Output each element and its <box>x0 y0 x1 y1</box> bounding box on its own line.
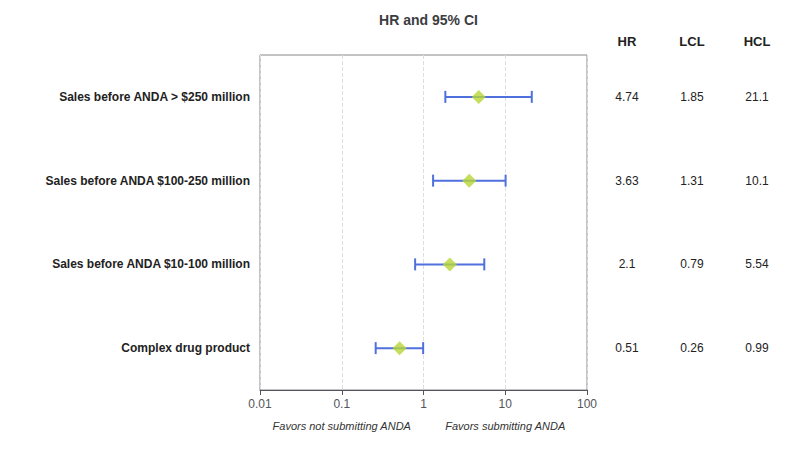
svg-text:LCL: LCL <box>679 34 704 49</box>
svg-text:3.63: 3.63 <box>615 174 639 188</box>
svg-text:1: 1 <box>420 397 427 411</box>
svg-text:Sales before ANDA > $250 milli: Sales before ANDA > $250 million <box>59 90 250 104</box>
svg-text:Sales before ANDA $100-250 mil: Sales before ANDA $100-250 million <box>45 174 250 188</box>
svg-text:Favors submitting ANDA: Favors submitting ANDA <box>445 420 565 432</box>
svg-text:Favors not submitting ANDA: Favors not submitting ANDA <box>273 420 411 432</box>
svg-text:0.01: 0.01 <box>248 397 272 411</box>
svg-text:0.1: 0.1 <box>333 397 350 411</box>
svg-text:Sales before ANDA $10-100 mill: Sales before ANDA $10-100 million <box>52 257 250 271</box>
svg-text:4.74: 4.74 <box>615 90 639 104</box>
svg-text:2.1: 2.1 <box>619 257 636 271</box>
svg-text:HCL: HCL <box>744 34 771 49</box>
svg-text:Complex drug product: Complex drug product <box>121 341 250 355</box>
svg-text:21.1: 21.1 <box>745 90 769 104</box>
svg-text:100: 100 <box>577 397 597 411</box>
svg-text:5.54: 5.54 <box>745 257 769 271</box>
svg-text:10.1: 10.1 <box>745 174 769 188</box>
svg-text:0.79: 0.79 <box>680 257 704 271</box>
svg-text:0.99: 0.99 <box>745 341 769 355</box>
svg-text:10: 10 <box>499 397 513 411</box>
svg-text:1.31: 1.31 <box>680 174 704 188</box>
svg-text:0.26: 0.26 <box>680 341 704 355</box>
svg-text:0.51: 0.51 <box>615 341 639 355</box>
svg-text:HR and 95% CI: HR and 95% CI <box>379 12 478 28</box>
svg-text:1.85: 1.85 <box>680 90 704 104</box>
svg-text:HR: HR <box>618 34 637 49</box>
